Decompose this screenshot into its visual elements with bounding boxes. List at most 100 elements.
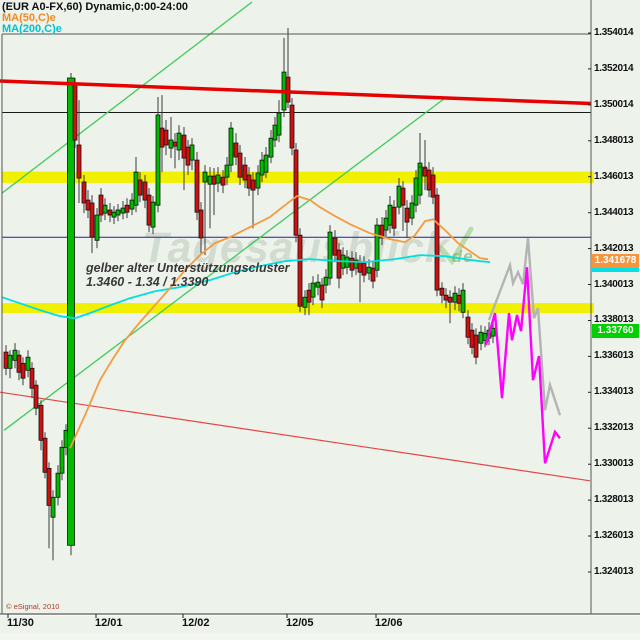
candle — [168, 117, 174, 159]
y-axis-label: 1.340013 — [594, 279, 634, 290]
candle-body-down — [98, 194, 104, 216]
candle — [181, 127, 187, 191]
y-axis-label: 1.352014 — [594, 63, 634, 74]
candle-body-up — [189, 144, 195, 161]
candle-body-down — [434, 194, 440, 291]
candle — [370, 261, 376, 289]
candle-body-up — [207, 175, 213, 185]
candle-body-down — [250, 179, 256, 191]
candle-body-down — [233, 142, 239, 158]
candle — [409, 195, 415, 226]
candle — [310, 276, 316, 306]
uptrend-line-green-lower — [3, 97, 446, 431]
candle-body-down — [85, 199, 91, 211]
annotation-line-2: 1.3460 - 1.34 / 1.3390 — [86, 275, 209, 289]
candle — [29, 362, 35, 399]
candle — [42, 432, 48, 479]
candle — [94, 208, 100, 249]
candle-body-down — [107, 209, 113, 216]
watermark-suffix: de — [451, 247, 474, 266]
candle — [111, 206, 117, 224]
forecast-zigzag-magenta — [484, 267, 561, 464]
candle-body-down — [29, 367, 35, 389]
candle-body-up — [255, 172, 261, 189]
candle-body-down — [306, 289, 312, 303]
candle-body-down — [443, 294, 449, 301]
candle-body-down — [237, 152, 243, 178]
candle-body-up — [417, 162, 423, 196]
candle-body-up — [150, 201, 156, 228]
candle — [255, 165, 261, 196]
candle-body-down — [42, 437, 48, 473]
candle — [383, 210, 389, 238]
candle — [426, 162, 432, 198]
candle-body-up — [478, 331, 484, 344]
candle-body-up — [323, 276, 329, 286]
ma200-line — [1, 254, 491, 320]
candle-body-down — [124, 204, 130, 213]
price-tag-last: 1.33760 — [592, 324, 639, 338]
candle — [473, 328, 479, 365]
candle-body-down — [46, 467, 52, 506]
candle-body-up — [129, 199, 135, 210]
candle-body-up — [490, 327, 496, 337]
ma200-axis-marker — [592, 268, 639, 272]
candle — [228, 122, 234, 173]
candle-body-up — [120, 207, 126, 214]
candle-body-down — [194, 159, 200, 213]
candle — [159, 95, 165, 173]
candle — [237, 145, 243, 186]
candle-body-down — [137, 179, 143, 196]
y-axis-label: 1.346013 — [594, 171, 634, 182]
candle — [391, 200, 397, 237]
candle-body-down — [285, 76, 291, 103]
candle — [163, 120, 169, 156]
candle — [379, 217, 385, 246]
x-axis-label: 12/05 — [286, 617, 314, 629]
candle-body-up — [268, 137, 274, 158]
candle — [417, 133, 423, 205]
candle-body-down — [332, 237, 338, 256]
candle-body-down — [220, 176, 226, 186]
candle-body-up — [276, 112, 282, 136]
candle-body-up — [224, 164, 230, 178]
candle-body-down — [163, 129, 169, 146]
candle-body-up — [133, 171, 139, 206]
candle — [55, 465, 61, 506]
candle — [220, 170, 226, 194]
downtrend-line-red-thick — [0, 79, 592, 106]
candle-body-down — [469, 329, 475, 348]
candle-body-down — [319, 284, 325, 301]
y-axis-label: 1.326013 — [594, 530, 634, 541]
candle-body-down — [289, 104, 295, 149]
candle — [361, 256, 367, 283]
candle — [336, 243, 342, 289]
candle — [323, 269, 329, 294]
candle-body-down — [426, 169, 432, 191]
candle-body-down — [198, 209, 204, 239]
candle-body-down — [181, 134, 187, 159]
candle-body-up — [272, 124, 278, 141]
candle-body-down — [456, 294, 462, 304]
candle — [38, 400, 44, 451]
candle — [430, 167, 436, 205]
candle-body-down — [142, 181, 148, 201]
y-axis-label: 1.332013 — [594, 422, 634, 433]
candle-body-down — [3, 351, 9, 369]
candle-body-down — [293, 149, 299, 236]
candle-body-down — [404, 207, 410, 223]
y-axis-label: 1.344013 — [594, 207, 634, 218]
y-axis[interactable]: 1.354014 1.352014 1.350014 1.348013 1.346013… — [591, 0, 640, 640]
candle — [349, 251, 355, 278]
candle-body-up — [102, 204, 108, 214]
x-axis[interactable]: 11/30 12/01 12/02 12/05 12/06 — [0, 615, 640, 640]
candle — [120, 201, 126, 220]
candle — [281, 37, 287, 117]
candle — [215, 167, 221, 193]
candle-body-up — [374, 224, 380, 271]
forecast-zigzag-gray — [487, 237, 562, 416]
y-axis-label: 1.328013 — [594, 494, 634, 505]
candle-body-up — [310, 282, 316, 298]
candle — [374, 218, 380, 278]
